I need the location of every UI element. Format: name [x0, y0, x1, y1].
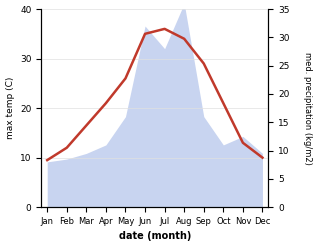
X-axis label: date (month): date (month): [119, 231, 191, 242]
Y-axis label: max temp (C): max temp (C): [5, 77, 15, 139]
Y-axis label: med. precipitation (kg/m2): med. precipitation (kg/m2): [303, 52, 313, 165]
